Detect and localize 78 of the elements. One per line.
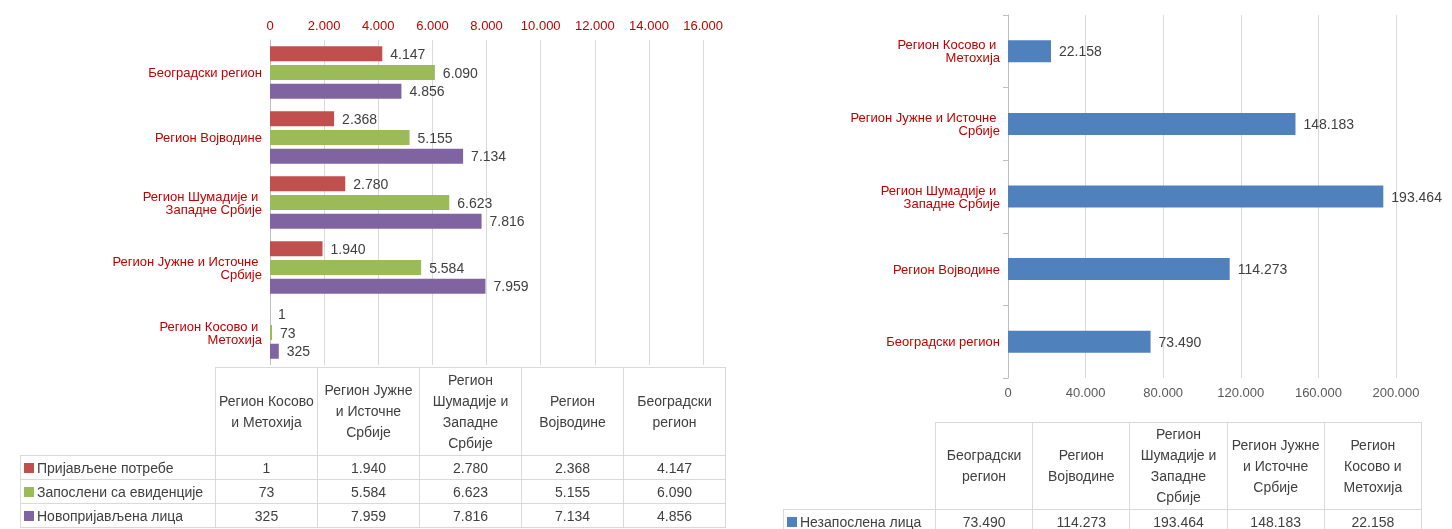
text: 2.368 bbox=[554, 459, 591, 476]
text: 73 bbox=[258, 483, 275, 500]
x-tick-label: 40.000 bbox=[1065, 385, 1106, 400]
text: 1.940 bbox=[350, 459, 387, 476]
text: 7.959 bbox=[350, 507, 387, 524]
y-tick-label: Београдски регион bbox=[148, 65, 262, 80]
data-label: 193.464 bbox=[1391, 188, 1443, 205]
y-tick-label: Регион Војводине bbox=[892, 261, 1000, 277]
text: 5.584 bbox=[350, 483, 387, 500]
x-tick-label: 120.000 bbox=[1217, 385, 1265, 400]
x-tick-label: 160.000 bbox=[1294, 385, 1342, 400]
data-label: 1 bbox=[278, 305, 287, 322]
text: 114.273 bbox=[1056, 513, 1107, 529]
y-tick-label: Регион Јужне и Источне Србије bbox=[112, 253, 262, 282]
text: 193.464 bbox=[1153, 513, 1204, 529]
text: 7.816 bbox=[452, 507, 489, 524]
text: 5.155 bbox=[554, 483, 591, 500]
x2-tick-label: 2.000 bbox=[307, 18, 341, 33]
data-label: 114.273 bbox=[1237, 261, 1288, 278]
text: 4.856 bbox=[656, 507, 693, 524]
data-label: 4.147 bbox=[390, 45, 426, 62]
x2-tick-label: 10.000 bbox=[520, 18, 561, 33]
y-tick-label: Регион Шумадије и Западне Србије bbox=[142, 188, 262, 217]
x2-tick-label: 14.000 bbox=[629, 18, 669, 33]
data-label: 5.155 bbox=[417, 129, 453, 146]
y-tick-label: Регион Војводине bbox=[154, 130, 262, 145]
category-label: Регион Јужне и Источне Србије bbox=[1231, 436, 1320, 495]
data-label: 325 bbox=[286, 343, 311, 360]
text: 2.780 bbox=[452, 459, 489, 476]
data-label: 73 bbox=[279, 324, 296, 341]
text: 22.158 bbox=[1351, 513, 1395, 529]
y-tick-label: Регион Јужне и Источне Србије bbox=[850, 109, 1000, 138]
category-label: Регион Шумадије и Западне Србије bbox=[432, 371, 509, 451]
legend-label: Запослени са евиденције bbox=[20, 479, 216, 504]
data-label: 1.940 bbox=[330, 240, 366, 257]
category-label: Регион Шумадије и Западне Србије bbox=[1140, 426, 1217, 505]
legend-label: Новопријављена лица bbox=[20, 503, 216, 528]
x-tick-label: 0 bbox=[1004, 385, 1012, 400]
x2-tick-label: 16.000 bbox=[683, 18, 723, 33]
data-label: 7.816 bbox=[489, 213, 525, 230]
data-label: 6.623 bbox=[457, 194, 493, 211]
category-label: Београдски регион bbox=[637, 392, 712, 430]
text: 4.147 bbox=[656, 459, 693, 476]
x2-tick-label: 12.000 bbox=[574, 18, 615, 33]
data-label: 5.584 bbox=[429, 259, 465, 276]
x2-tick-label: 8.000 bbox=[470, 18, 503, 33]
legend-label: Незапослена лица bbox=[783, 509, 936, 529]
data-label: 4.856 bbox=[409, 83, 445, 100]
x-tick-label: 80.000 bbox=[1143, 385, 1184, 400]
y-tick-label: Регион Косово и Метохија bbox=[159, 318, 263, 347]
category-label: Регион Косово и Метохија bbox=[219, 392, 314, 430]
text: 6.623 bbox=[452, 483, 489, 500]
text: 1 bbox=[262, 459, 271, 476]
y-tick-label: Регион Косово и Метохија bbox=[897, 37, 1001, 66]
legend-label: Пријављене потребе bbox=[20, 455, 216, 480]
data-label: 2.368 bbox=[342, 110, 378, 127]
x2-tick-label: 6.000 bbox=[416, 18, 449, 33]
x2-tick-label: 4.000 bbox=[362, 18, 395, 33]
data-label: 148.183 bbox=[1303, 115, 1355, 132]
x-tick-label: 200.000 bbox=[1372, 385, 1420, 400]
text: 148.183 bbox=[1250, 513, 1301, 529]
y-tick-label: Београдски регион bbox=[886, 334, 1000, 350]
category-label: Регион Војводине bbox=[1048, 447, 1115, 484]
data-label: 73.490 bbox=[1158, 333, 1202, 350]
text: 73.490 bbox=[962, 513, 1006, 529]
y-tick-label: Регион Шумадије и Западне Србије bbox=[880, 182, 1000, 211]
text: 6.090 bbox=[656, 483, 693, 500]
category-label: Регион Јужне и Источне Србије bbox=[324, 382, 413, 440]
text: 7.134 bbox=[554, 507, 591, 524]
category-label: Регион Косово и Метохија bbox=[1343, 436, 1403, 495]
data-label: 22.158 bbox=[1058, 43, 1103, 60]
x2-tick-label: 0 bbox=[266, 18, 274, 33]
category-label: Регион Војводине bbox=[539, 392, 606, 430]
text: 325 bbox=[254, 507, 279, 524]
data-label: 7.959 bbox=[493, 278, 529, 295]
data-label: 6.090 bbox=[442, 64, 479, 81]
data-label: 2.780 bbox=[353, 175, 389, 192]
data-label: 7.134 bbox=[471, 148, 507, 165]
